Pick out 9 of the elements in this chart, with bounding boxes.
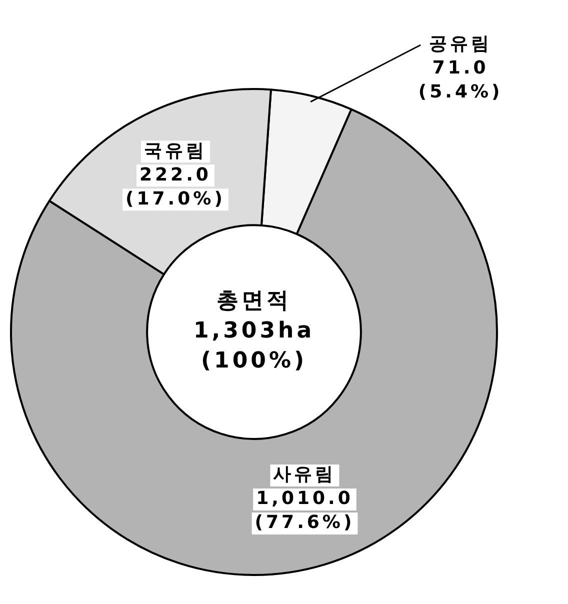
- data-label: 71.0 (5.4%): [418, 58, 503, 103]
- data-label: 1,010.0 (77.6%): [254, 488, 355, 534]
- slice-label: 국유림: [144, 140, 207, 162]
- text: 1,303ha: [193, 318, 315, 344]
- text: (100%): [200, 348, 308, 374]
- text: 총면적: [216, 288, 292, 314]
- slice-label: 공유림: [429, 34, 492, 55]
- data-label: 222.0 (17.0%): [126, 164, 226, 210]
- slice-label: 사유림: [273, 464, 336, 486]
